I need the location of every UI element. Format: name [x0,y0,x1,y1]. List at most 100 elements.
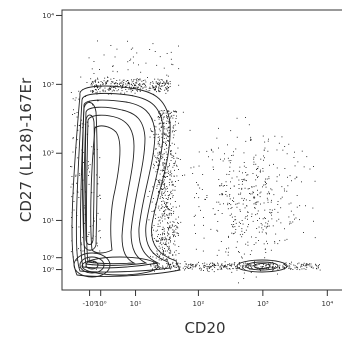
event-dot [163,112,165,114]
event-dot [78,197,80,198]
contour [236,259,288,273]
event-dot [251,216,253,217]
event-dot [284,146,286,147]
event-dot [159,81,161,83]
event-dot [244,264,246,266]
event-dot [206,266,208,267]
contour [75,92,171,273]
event-dot [223,203,224,205]
event-dot [195,233,196,234]
event-dot [194,224,195,226]
event-dot [178,253,180,254]
event-dot [268,225,270,227]
event-dot [153,210,155,212]
event-dot [316,267,317,269]
event-dot [289,221,291,223]
event-dot [116,84,118,86]
event-dot [245,216,247,217]
event-dot [289,266,291,268]
event-dot [91,83,92,84]
event-dot [254,207,255,209]
event-dot [238,267,240,268]
event-dot [173,175,175,177]
event-dot [81,123,83,125]
event-dot [162,164,164,166]
event-dot [166,206,167,208]
event-dot [151,227,153,229]
event-dot [266,268,268,270]
event-dot [139,91,141,92]
event-dot [245,263,247,264]
event-dot [170,154,172,156]
event-dot [201,268,202,270]
event-dot [162,267,164,269]
event-dot [309,265,311,267]
event-dot [164,128,166,130]
event-dot [161,239,163,241]
event-dot [166,246,168,247]
event-dot [154,125,156,127]
event-dot [93,261,94,263]
event-dot [174,231,176,233]
event-dot [172,254,174,256]
event-dot [167,118,168,120]
event-dot [153,262,154,264]
event-dot [249,265,251,267]
event-dot [304,265,306,267]
event-dot [159,179,161,181]
event-dot [160,86,162,87]
event-dot [152,43,154,45]
event-dot [227,144,228,146]
event-dot [164,238,166,240]
event-dot [137,90,138,92]
event-dot [140,84,142,86]
event-dot [157,216,159,218]
event-dot [168,140,170,142]
event-dot [168,132,170,134]
event-dot [166,214,168,216]
event-dot [169,239,170,240]
event-dot [219,266,221,268]
event-dot [97,81,99,83]
event-dot [229,166,231,168]
event-dot [169,212,171,214]
event-dot [280,222,282,224]
event-dot [161,83,163,84]
event-dot [159,87,161,89]
event-dot [232,225,233,227]
event-dot [166,262,168,264]
event-dot [306,263,308,264]
event-dot [127,69,129,71]
event-dot [166,116,168,118]
event-dot [178,122,179,124]
event-dot [163,153,165,155]
event-dot [155,148,156,150]
event-dot [170,112,171,114]
event-dot [168,127,170,129]
event-dot [226,248,227,250]
event-dot [88,175,89,176]
event-dot [94,86,96,88]
event-dot [115,82,117,84]
event-dot [155,171,157,173]
event-dot [118,89,119,91]
event-dot [264,157,265,159]
event-dot [169,145,171,147]
event-dot [279,267,280,269]
event-dot [221,193,223,194]
event-dot [155,133,157,135]
event-dot [302,264,304,265]
event-dot [163,210,165,212]
event-dot [97,196,99,197]
event-dot [164,89,166,91]
event-dot [225,181,227,183]
event-dot [165,151,167,153]
event-dot [230,204,232,206]
event-dot [156,91,157,93]
event-dot [97,40,98,42]
event-dot [294,178,296,180]
event-dot [153,238,155,239]
event-dot [268,138,269,140]
event-dot [158,136,160,138]
